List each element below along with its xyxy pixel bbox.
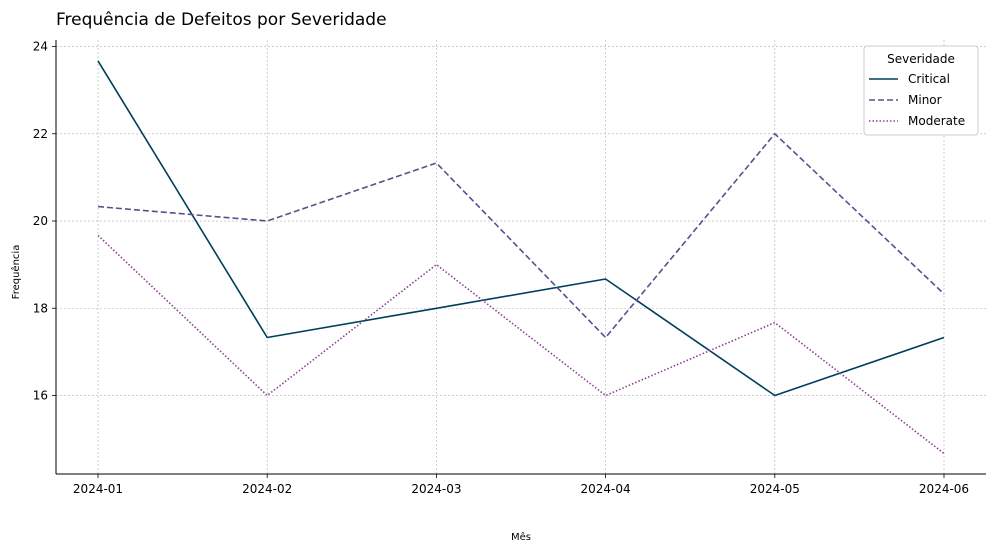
y-tick-label: 16 — [33, 388, 48, 402]
series-lines — [97, 60, 945, 455]
legend: Severidade Critical Minor Moderate — [863, 45, 979, 136]
x-axis-title: Mês — [511, 531, 531, 543]
x-tick-label: 2024-06 — [919, 482, 969, 496]
legend-label-critical: Critical — [908, 72, 950, 86]
chart-title: Frequência de Defeitos por Severidade — [56, 10, 387, 30]
x-tick-label: 2024-02 — [242, 482, 292, 496]
legend-title: Severidade — [887, 52, 955, 66]
series-line-minor — [97, 133, 945, 339]
legend-frame — [863, 45, 979, 136]
x-tick-label: 2024-01 — [73, 482, 123, 496]
series-line-moderate — [97, 234, 945, 455]
y-tick-label: 18 — [33, 301, 48, 315]
y-tick-label: 22 — [33, 127, 48, 141]
x-tick-label: 2024-05 — [750, 482, 800, 496]
axes — [55, 40, 986, 475]
x-tick-label: 2024-04 — [581, 482, 631, 496]
y-axis-title: Frequência — [10, 245, 22, 300]
x-tick-label: 2024-03 — [411, 482, 461, 496]
y-tick-label: 20 — [33, 214, 48, 228]
legend-items: Critical Minor Moderate — [869, 72, 965, 128]
legend-label-moderate: Moderate — [908, 114, 965, 128]
x-ticks: 2024-01 2024-02 2024-03 2024-04 2024-05 2024-… — [73, 474, 969, 496]
y-tick-label: 24 — [33, 40, 48, 54]
legend-label-minor: Minor — [908, 93, 942, 107]
series-line-critical — [97, 60, 945, 397]
grid — [56, 40, 986, 474]
y-ticks: 16 18 20 22 24 — [33, 40, 56, 402]
